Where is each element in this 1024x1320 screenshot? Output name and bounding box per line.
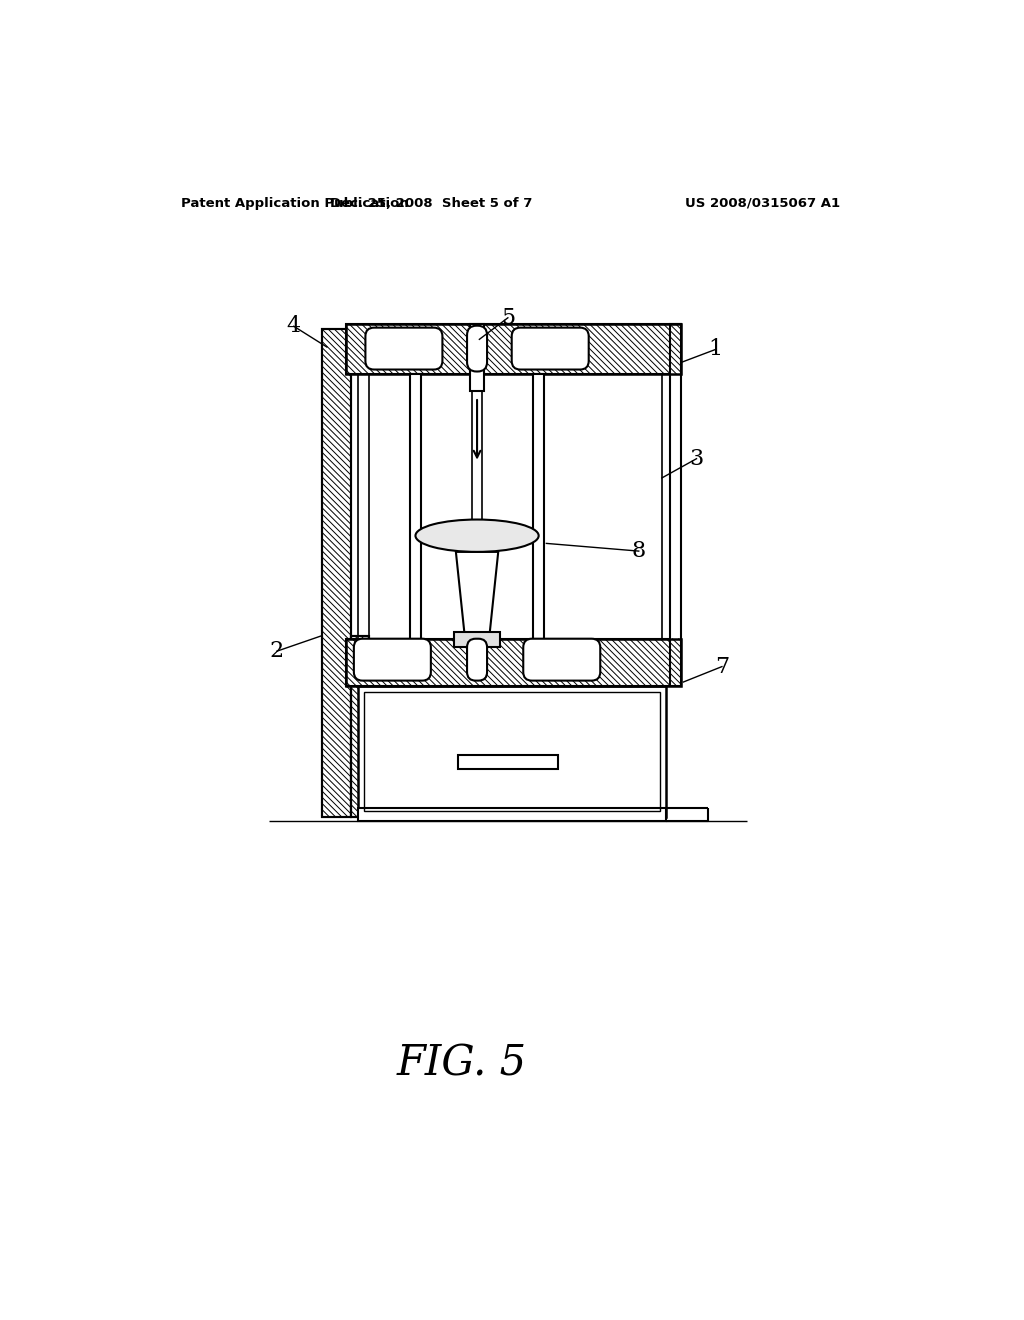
Bar [470, 323, 484, 391]
Polygon shape [456, 552, 499, 644]
Text: 1: 1 [709, 338, 723, 360]
Bar [322, 330, 351, 817]
Bar [357, 686, 666, 817]
Bar [322, 330, 351, 817]
FancyBboxPatch shape [512, 327, 589, 370]
Bar [410, 374, 421, 639]
Text: FIG. 5: FIG. 5 [396, 1043, 526, 1084]
Text: 5: 5 [501, 306, 515, 329]
Bar [346, 639, 681, 686]
FancyBboxPatch shape [366, 327, 442, 370]
Bar [351, 636, 370, 817]
Text: 8: 8 [632, 540, 646, 562]
Bar [351, 636, 370, 817]
FancyBboxPatch shape [523, 639, 600, 681]
Bar [364, 692, 659, 810]
FancyBboxPatch shape [467, 326, 487, 371]
Bar [346, 639, 681, 686]
Bar [351, 330, 370, 360]
Ellipse shape [416, 520, 539, 552]
Bar [346, 323, 681, 374]
Bar [346, 639, 681, 686]
Text: US 2008/0315067 A1: US 2008/0315067 A1 [685, 197, 840, 210]
Text: 7: 7 [715, 656, 729, 677]
Bar [346, 323, 681, 374]
Text: Dec. 25, 2008  Sheet 5 of 7: Dec. 25, 2008 Sheet 5 of 7 [330, 197, 532, 210]
Text: 4: 4 [287, 315, 301, 338]
Bar [351, 330, 370, 360]
Text: 3: 3 [689, 447, 703, 470]
Bar [351, 636, 370, 817]
Bar [357, 808, 666, 821]
Bar [454, 632, 500, 647]
Bar [351, 330, 370, 360]
Bar [534, 374, 544, 639]
Bar [670, 323, 681, 686]
FancyBboxPatch shape [354, 639, 431, 681]
Bar [346, 323, 681, 374]
Text: Patent Application Publication: Patent Application Publication [180, 197, 409, 210]
Bar [322, 330, 351, 817]
FancyBboxPatch shape [467, 639, 487, 681]
Bar [458, 755, 558, 770]
Text: 2: 2 [269, 640, 284, 663]
